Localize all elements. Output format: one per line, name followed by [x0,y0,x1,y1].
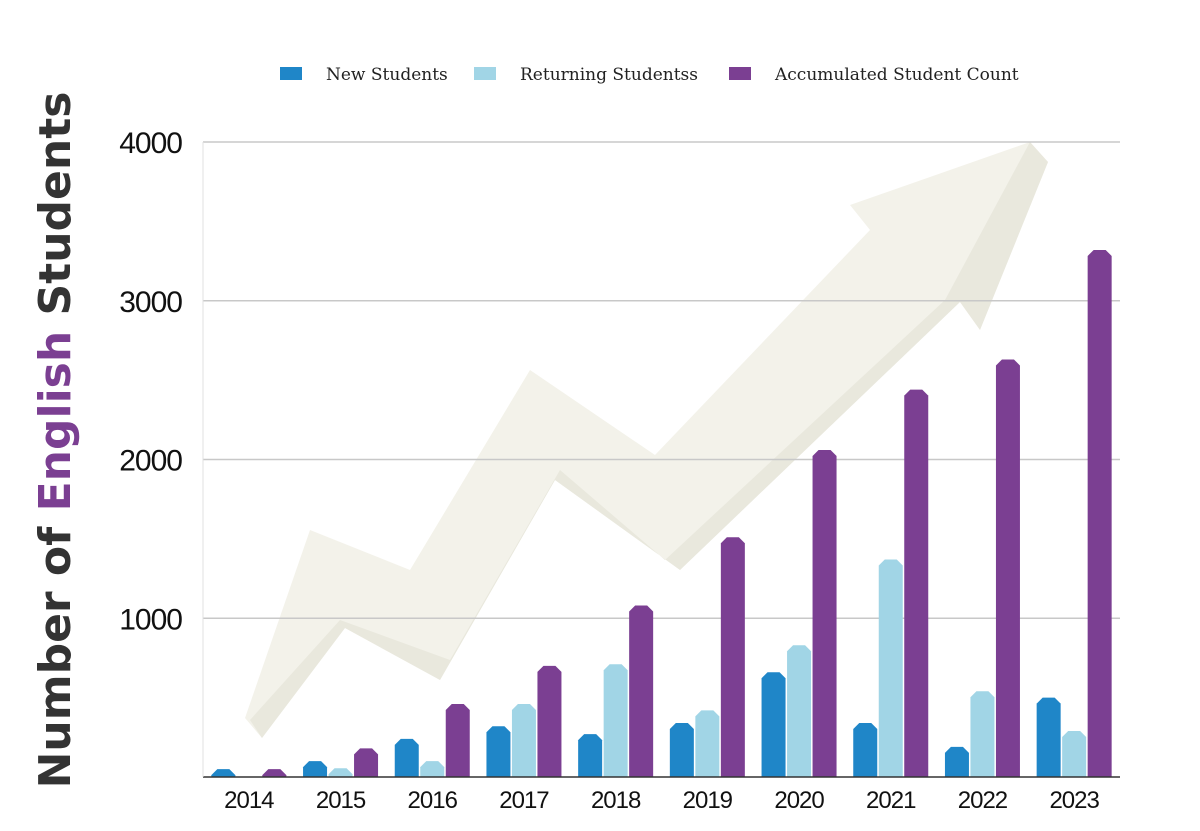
bar-returning-studentss-2015 [328,768,353,777]
legend-swatch [729,67,751,80]
bar-returning-studentss-2021 [878,559,903,777]
bar-new-students-2021 [853,723,878,777]
bar-returning-studentss-2018 [603,664,628,777]
legend-item: New Students [280,65,448,85]
y-axis-label-part: Students [30,92,81,331]
bar-returning-studentss-2016 [420,761,445,777]
x-tick-label: 2020 [774,787,824,814]
bar-accumulated-student-count-2021 [904,389,929,777]
axes [202,142,1120,778]
y-axis-label-part: English [30,331,81,512]
legend-label: Returning Studentss [520,65,698,85]
y-axis-label-part: Number of [30,511,81,788]
bar-accumulated-student-count-2019 [720,537,745,777]
bar-new-students-2022 [944,746,969,777]
legend-label: Accumulated Student Count [774,65,1019,85]
bar-returning-studentss-2022 [970,691,995,777]
x-tick-label: 2016 [408,787,458,814]
legend-label: New Students [326,65,448,85]
bar-accumulated-student-count-2014 [262,769,287,777]
bar-new-students-2014 [211,769,236,777]
trend-arrow-icon [245,142,1048,738]
bar-accumulated-student-count-2015 [354,748,379,777]
legend-swatch [280,67,302,80]
gridlines [203,141,1120,619]
x-tick-label: 2021 [866,787,916,814]
bar-accumulated-student-count-2018 [629,605,654,777]
x-tick-labels: 2014 2015 2016 2017 2018 2019 2020 2021 2022 2023 [224,787,1100,814]
bars [211,249,1112,777]
bar-accumulated-student-count-2016 [445,703,470,777]
x-tick-label: 2019 [683,787,733,814]
x-tick-label: 2022 [958,787,1008,814]
bar-returning-studentss-2023 [1062,730,1087,777]
x-tick-label: 2014 [224,787,274,814]
bar-new-students-2016 [394,738,419,777]
bar-new-students-2017 [486,726,511,777]
y-tick-label: 3000 [119,286,182,319]
y-tick-label: 4000 [119,127,182,160]
bar-accumulated-student-count-2022 [995,359,1020,777]
legend-item: Returning Studentss [474,65,698,85]
bar-new-students-2019 [669,723,694,777]
bar-new-students-2020 [761,672,786,777]
x-tick-label: 2017 [499,787,549,814]
bar-accumulated-student-count-2017 [537,665,562,777]
legend-swatch [474,67,496,80]
bar-new-students-2023 [1036,697,1061,777]
x-tick-label: 2018 [591,787,641,814]
y-tick-label: 1000 [119,603,182,636]
bar-returning-studentss-2019 [695,710,720,777]
y-tick-label: 2000 [119,445,182,478]
bar-accumulated-student-count-2023 [1087,249,1112,777]
bar-returning-studentss-2017 [511,703,536,777]
bar-new-students-2015 [303,761,328,777]
legend-item: Accumulated Student Count [729,65,1019,85]
y-tick-labels: 1000 2000 3000 4000 [119,127,183,636]
bar-returning-studentss-2020 [787,645,812,777]
x-tick-label: 2023 [1049,787,1099,814]
legend: New Students Returning Studentss Accumulat… [280,65,1019,85]
y-axis-label: Number of English Students [30,92,81,789]
bar-accumulated-student-count-2020 [812,449,837,777]
bar-new-students-2018 [578,734,603,777]
x-tick-label: 2015 [316,787,366,814]
